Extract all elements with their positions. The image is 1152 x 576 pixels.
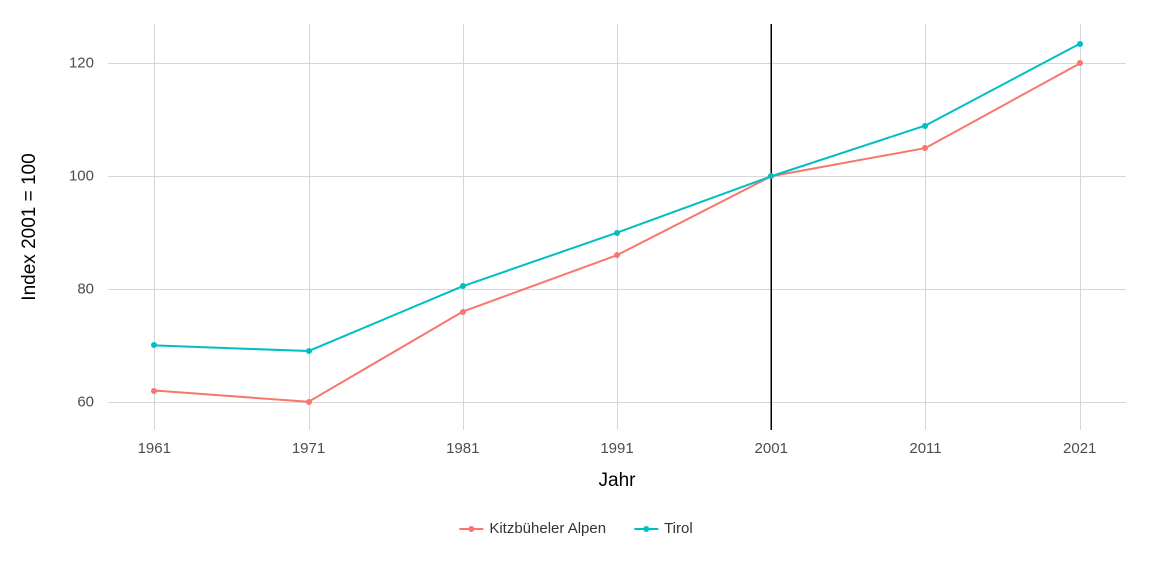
legend-label: Kitzbüheler Alpen [489,520,606,537]
series-point [460,309,466,315]
x-tick-label: 1991 [600,440,633,457]
legend-item: Kitzbüheler Alpen [459,520,606,537]
y-tick-label: 120 [0,55,94,72]
y-axis-title: Index 2001 = 100 [19,153,41,300]
x-tick-label: 2001 [755,440,788,457]
x-axis-title: Jahr [108,470,1126,492]
legend-item: Tirol [634,520,693,537]
series-point [1077,60,1083,66]
legend-label: Tirol [664,520,693,537]
series-point [460,283,466,289]
series-point [768,173,774,179]
series-point [614,230,620,236]
index-chart: 6080100120 1961197119811991200120112021 … [0,0,1152,576]
series-point [306,348,312,354]
series-point [151,342,157,348]
x-tick-label: 1971 [292,440,325,457]
x-tick-label: 2021 [1063,440,1096,457]
y-tick-label: 80 [0,281,94,298]
x-tick-label: 1981 [446,440,479,457]
x-tick-label: 2011 [909,440,941,457]
legend-key-icon [459,522,483,536]
y-tick-label: 100 [0,168,94,185]
series-point [922,123,928,129]
legend-key-icon [634,522,658,536]
series-line-1 [154,44,1079,351]
y-tick-label: 60 [0,393,94,410]
series-point [306,399,312,405]
series-point [922,145,928,151]
series-point [614,252,620,258]
legend: Kitzbüheler Alpen Tirol [459,520,692,537]
series-point [1077,41,1083,47]
series-point [151,388,157,394]
x-tick-label: 1961 [138,440,171,457]
